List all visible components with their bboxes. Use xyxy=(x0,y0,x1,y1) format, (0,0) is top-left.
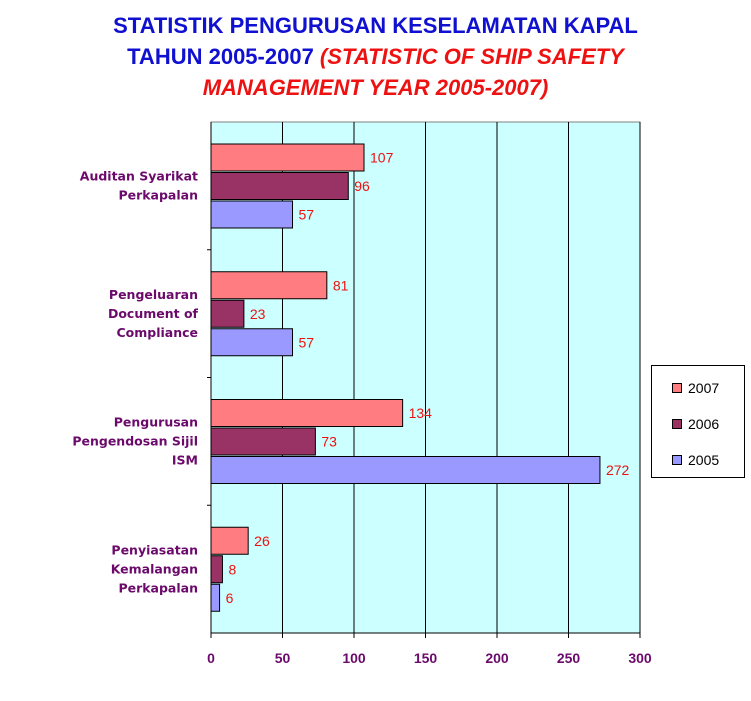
chart-title: STATISTIK PENGURUSAN KESELAMATAN KAPAL T… xyxy=(0,10,751,103)
bar xyxy=(210,427,316,456)
data-label: 107 xyxy=(370,150,394,166)
category-label: Compliance xyxy=(116,325,198,340)
category-label: Auditan Syarikat xyxy=(80,169,198,184)
legend-item: 2006 xyxy=(672,416,719,432)
bar xyxy=(210,172,349,200)
data-label: 57 xyxy=(299,207,315,223)
data-label: 272 xyxy=(606,462,630,478)
category-label: Perkapalan xyxy=(118,580,198,595)
bar xyxy=(210,583,221,612)
legend-label: 2007 xyxy=(688,380,720,396)
category-label: Perkapalan xyxy=(118,188,198,203)
data-label: 73 xyxy=(321,434,337,450)
x-tick-label: 50 xyxy=(275,650,291,666)
x-tick-label: 150 xyxy=(414,650,438,666)
category-label: Pengeluaran xyxy=(109,287,198,302)
data-label: 57 xyxy=(299,334,315,350)
legend-swatch xyxy=(672,419,682,429)
bar xyxy=(210,328,294,357)
title-line-1: STATISTIK PENGURUSAN KESELAMATAN KAPAL xyxy=(113,13,638,38)
bar xyxy=(210,143,365,172)
category-label: ISM xyxy=(172,453,198,468)
data-label: 26 xyxy=(254,533,270,549)
title-line-3: MANAGEMENT YEAR 2005-2007) xyxy=(202,75,549,100)
legend-label: 2005 xyxy=(688,452,720,468)
category-label: Pengendosan Sijil xyxy=(72,434,198,449)
data-label: 23 xyxy=(250,306,266,322)
x-tick-label: 100 xyxy=(342,650,366,666)
bar xyxy=(210,200,294,229)
title-line-2-english: (STATISTIC OF SHIP SAFETY xyxy=(319,44,624,69)
category-label: Pengurusan xyxy=(114,415,198,430)
bar xyxy=(210,299,245,328)
bar xyxy=(210,399,404,427)
legend-item: 2007 xyxy=(672,380,719,396)
title-line-2-malay: TAHUN 2005-2007 xyxy=(127,44,320,69)
x-tick-label: 300 xyxy=(628,650,652,666)
data-label: 8 xyxy=(228,561,236,577)
category-label: Kemalangan xyxy=(111,561,198,576)
legend-item: 2005 xyxy=(672,452,719,468)
bar xyxy=(210,456,601,484)
legend-swatch xyxy=(672,455,682,465)
data-label: 96 xyxy=(354,178,370,194)
chart-legend: 2007 2006 2005 xyxy=(651,365,745,478)
x-tick-label: 200 xyxy=(485,650,509,666)
data-label: 134 xyxy=(409,405,433,421)
bar xyxy=(210,526,249,555)
x-tick-label: 250 xyxy=(557,650,581,666)
legend-swatch xyxy=(672,383,682,393)
title-line-2: TAHUN 2005-2007 (STATISTIC OF SHIP SAFET… xyxy=(0,41,751,72)
category-label: Penyiasatan xyxy=(111,542,198,557)
bar xyxy=(210,555,223,584)
data-label: 6 xyxy=(226,590,234,606)
category-label: Document of xyxy=(108,306,199,321)
bar xyxy=(210,271,328,300)
x-tick-label: 0 xyxy=(207,650,215,666)
legend-label: 2006 xyxy=(688,416,720,432)
data-label: 81 xyxy=(333,277,349,293)
